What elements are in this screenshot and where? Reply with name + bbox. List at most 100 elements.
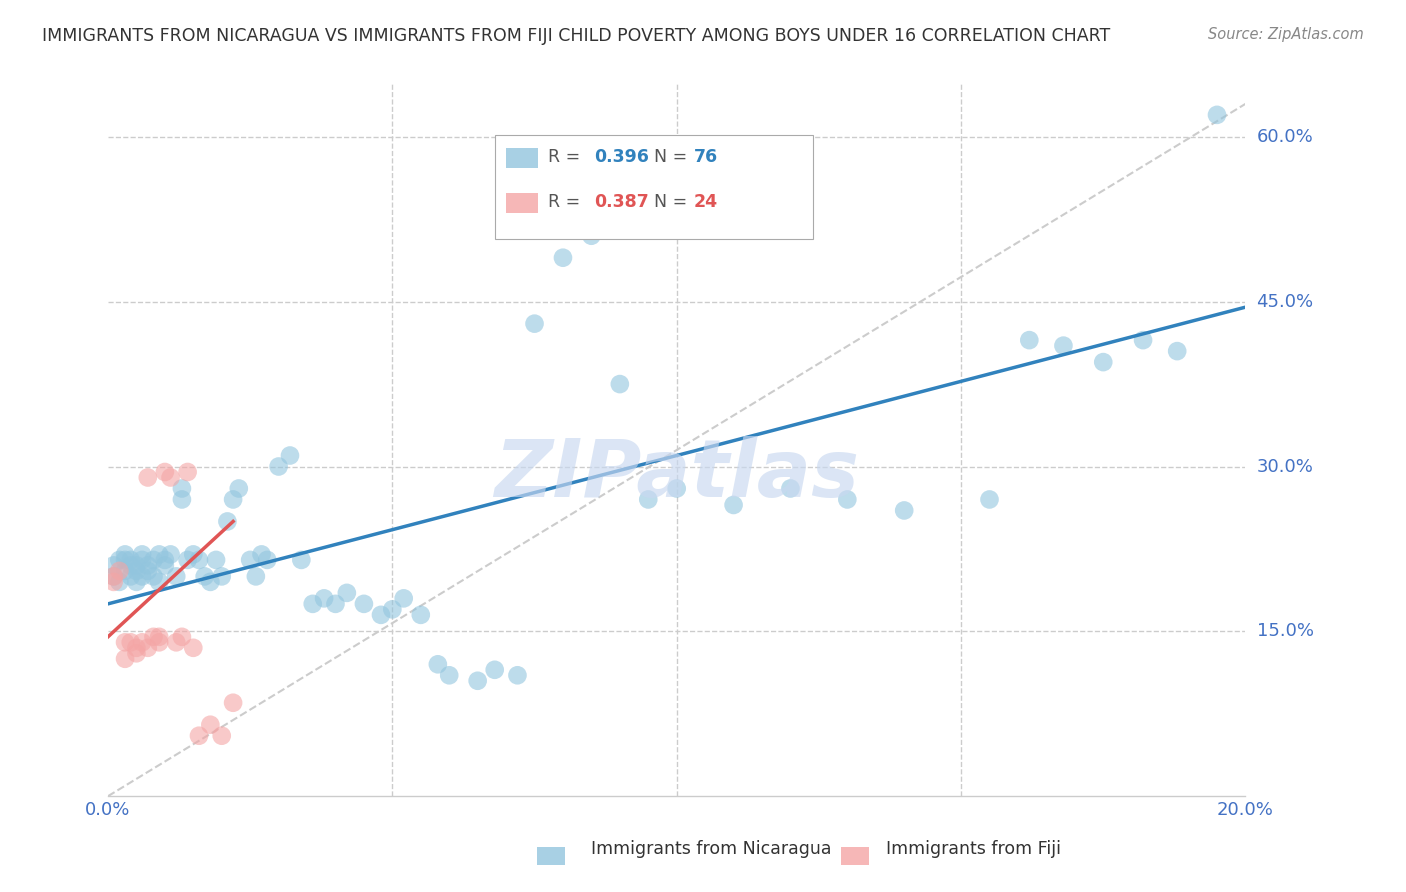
Point — [426, 657, 449, 672]
Point — [153, 553, 176, 567]
Point — [267, 459, 290, 474]
Point — [278, 449, 301, 463]
Text: R =: R = — [548, 148, 586, 166]
Point — [170, 482, 193, 496]
Point — [409, 607, 432, 622]
FancyBboxPatch shape — [495, 136, 813, 239]
Text: Immigrants from Fiji: Immigrants from Fiji — [886, 840, 1060, 858]
Point — [136, 564, 159, 578]
Point — [120, 558, 142, 573]
Point — [228, 482, 250, 496]
Point — [665, 482, 688, 496]
Point — [256, 553, 278, 567]
Text: IMMIGRANTS FROM NICARAGUA VS IMMIGRANTS FROM FIJI CHILD POVERTY AMONG BOYS UNDER: IMMIGRANTS FROM NICARAGUA VS IMMIGRANTS … — [42, 27, 1111, 45]
Point — [153, 465, 176, 479]
Text: R =: R = — [548, 193, 586, 211]
Point — [114, 635, 136, 649]
Point — [217, 515, 239, 529]
Point — [125, 646, 148, 660]
Point — [290, 553, 312, 567]
Point — [148, 630, 170, 644]
Point — [200, 717, 222, 731]
Text: 24: 24 — [693, 193, 718, 211]
Point — [136, 640, 159, 655]
Point — [120, 569, 142, 583]
Text: ZIPatlas: ZIPatlas — [495, 436, 859, 514]
Point — [165, 635, 187, 649]
Point — [181, 548, 204, 562]
Point — [159, 548, 181, 562]
Point — [837, 492, 859, 507]
Point — [200, 574, 222, 589]
Point — [222, 492, 245, 507]
Point — [245, 569, 267, 583]
Point — [142, 630, 165, 644]
Point — [131, 635, 153, 649]
Point — [176, 465, 198, 479]
Point — [103, 569, 125, 583]
Point — [1052, 338, 1074, 352]
Text: Immigrants from Nicaragua: Immigrants from Nicaragua — [591, 840, 831, 858]
Text: 30.0%: 30.0% — [1257, 458, 1313, 475]
Point — [136, 470, 159, 484]
Point — [723, 498, 745, 512]
Point — [325, 597, 347, 611]
Point — [148, 574, 170, 589]
Point — [1132, 333, 1154, 347]
Point — [506, 668, 529, 682]
Point — [381, 602, 404, 616]
Point — [301, 597, 323, 611]
Point — [103, 569, 125, 583]
Point — [125, 640, 148, 655]
FancyBboxPatch shape — [506, 193, 538, 212]
Point — [211, 569, 233, 583]
Point — [551, 251, 574, 265]
Point — [1092, 355, 1115, 369]
Point — [131, 548, 153, 562]
Text: 0.396: 0.396 — [593, 148, 648, 166]
Point — [125, 564, 148, 578]
Point — [120, 635, 142, 649]
Point — [370, 607, 392, 622]
Point — [211, 729, 233, 743]
Text: N =: N = — [654, 148, 693, 166]
Point — [392, 591, 415, 606]
Point — [120, 553, 142, 567]
Point — [222, 696, 245, 710]
Point — [103, 574, 125, 589]
Point — [779, 482, 801, 496]
Point — [159, 470, 181, 484]
Point — [581, 228, 603, 243]
Point — [188, 553, 211, 567]
Point — [194, 569, 217, 583]
Point — [131, 553, 153, 567]
Point — [142, 569, 165, 583]
Text: 0.387: 0.387 — [593, 193, 648, 211]
Point — [114, 652, 136, 666]
Point — [439, 668, 461, 682]
Point — [205, 553, 228, 567]
Point — [114, 553, 136, 567]
Point — [314, 591, 336, 606]
Point — [467, 673, 489, 688]
Point — [176, 553, 198, 567]
Point — [170, 630, 193, 644]
Point — [484, 663, 506, 677]
Point — [108, 574, 131, 589]
Text: 15.0%: 15.0% — [1257, 623, 1313, 640]
Point — [637, 492, 659, 507]
Point — [148, 635, 170, 649]
Point — [142, 553, 165, 567]
Point — [1206, 108, 1229, 122]
Point — [114, 548, 136, 562]
Point — [1018, 333, 1040, 347]
Point — [250, 548, 273, 562]
Point — [170, 492, 193, 507]
Point — [148, 548, 170, 562]
Text: Source: ZipAtlas.com: Source: ZipAtlas.com — [1208, 27, 1364, 42]
Point — [239, 553, 262, 567]
Point — [114, 564, 136, 578]
Text: 45.0%: 45.0% — [1257, 293, 1313, 310]
Point — [165, 569, 187, 583]
Point — [181, 640, 204, 655]
